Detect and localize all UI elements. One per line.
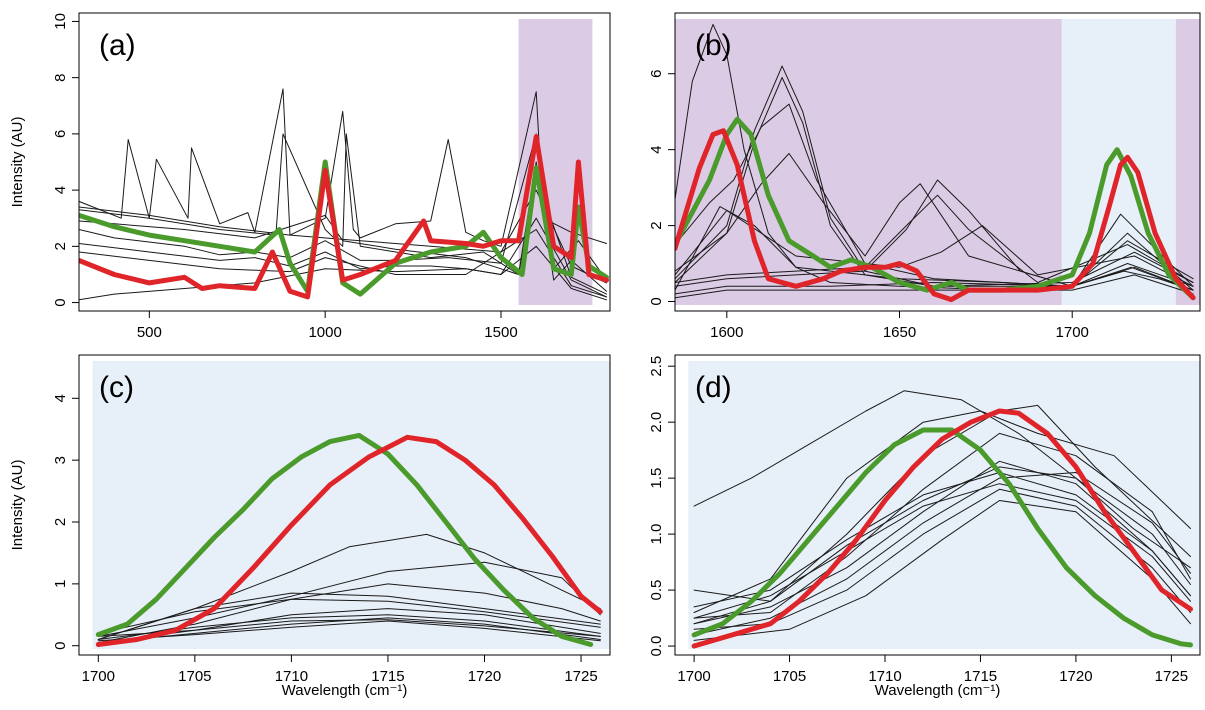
series-spectrum — [97, 583, 601, 644]
shaded-region — [92, 361, 610, 649]
y-tick-label: 1 — [52, 580, 69, 588]
x-tick-label: 1710 — [275, 668, 308, 685]
x-tick-label: 1000 — [308, 324, 341, 341]
plot-frame — [674, 354, 1201, 656]
y-tick-label: 3 — [52, 456, 69, 464]
series-spectrum — [97, 592, 601, 640]
plot-frame — [674, 12, 1201, 312]
y-tick-label: 0 — [52, 642, 69, 650]
series-spectrum — [693, 500, 1191, 641]
shaded-region — [688, 361, 1200, 649]
x-axis-title: Wavelength (cm⁻¹) — [282, 682, 408, 699]
series-spectrum — [97, 598, 601, 634]
series-spectrum — [675, 206, 1194, 291]
series-spectrum — [97, 619, 601, 637]
y-tick-label: 4 — [52, 186, 69, 194]
x-tick-label: 1715 — [371, 668, 404, 685]
x-tick-label: 1720 — [1059, 668, 1092, 685]
panel-label: (b) — [695, 29, 732, 62]
panel-label: (c) — [99, 371, 134, 404]
shaded-region — [675, 19, 1062, 305]
panel-b: 1600 1650 1700 0 2 4 6 (b) — [648, 12, 1201, 341]
panel-label: (d) — [695, 371, 732, 404]
x-tick-label: 1600 — [710, 324, 743, 341]
panel-a: 500 1000 1500 0 2 4 6 8 10 Intensity (AU) (a) — [9, 12, 611, 341]
x-tick-label: 500 — [137, 324, 162, 341]
series-spectrum — [675, 65, 1194, 287]
series-green — [691, 427, 1193, 648]
series-green — [79, 159, 609, 297]
panel-label: (a) — [99, 29, 136, 62]
x-tick-label: 1705 — [178, 668, 211, 685]
series-spectrum — [693, 390, 1191, 569]
series-green — [675, 116, 1196, 301]
x-tick-label: 1700 — [677, 668, 710, 685]
y-tick-label: 4 — [648, 145, 665, 153]
y-tick-label: 6 — [648, 70, 665, 78]
series-spectrum — [675, 179, 1194, 287]
y-tick-label: 2.5 — [648, 356, 665, 377]
shaded-region — [1175, 19, 1200, 305]
series-spectrum — [97, 617, 601, 644]
series-spectrum — [693, 483, 1191, 619]
series-spectrum — [79, 245, 607, 301]
series-red — [95, 434, 603, 647]
y-tick-label: 0 — [52, 298, 69, 306]
y-tick-label: 0.5 — [648, 580, 665, 601]
y-tick-label: 8 — [52, 73, 69, 81]
y-tick-label: 10 — [52, 13, 69, 30]
y-tick-label: 1.5 — [648, 468, 665, 489]
series-spectrum — [97, 533, 601, 640]
y-tick-label: 6 — [52, 130, 69, 138]
series-spectrum — [97, 608, 601, 644]
y-tick-label: 0 — [648, 297, 665, 305]
y-tick-label: 2.0 — [648, 412, 665, 433]
x-tick-label: 1500 — [484, 324, 517, 341]
y-tick-label: 2 — [52, 242, 69, 250]
plot-frame — [78, 12, 611, 312]
y-tick-label: 2 — [648, 221, 665, 229]
series-red — [691, 408, 1193, 649]
series-spectrum — [79, 88, 607, 247]
series-spectrum — [693, 404, 1191, 602]
series-red — [79, 134, 609, 300]
series-spectrum — [693, 460, 1191, 625]
x-tick-label: 1650 — [883, 324, 916, 341]
series-spectrum — [693, 410, 1191, 613]
series-green — [95, 432, 594, 647]
series-spectrum — [693, 472, 1191, 608]
series-red — [675, 128, 1196, 303]
x-tick-label: 1725 — [1155, 668, 1188, 685]
x-tick-label: 1710 — [868, 668, 901, 685]
x-axis-title: Wavelength (cm⁻¹) — [875, 682, 1001, 699]
y-tick-label: 2 — [52, 518, 69, 526]
y-tick-label: 1.0 — [648, 524, 665, 545]
y-tick-label: 4 — [52, 394, 69, 402]
series-spectrum — [79, 189, 607, 284]
x-tick-label: 1705 — [773, 668, 806, 685]
x-tick-label: 1725 — [564, 668, 597, 685]
series-spectrum — [97, 620, 601, 642]
series-spectrum — [675, 77, 1194, 287]
x-tick-label: 1700 — [82, 668, 115, 685]
y-axis-title: Intensity (AU) — [9, 117, 26, 208]
series-spectrum — [693, 432, 1191, 619]
series-spectrum — [675, 266, 1194, 295]
series-spectrum — [675, 194, 1194, 283]
x-tick-label: 1715 — [964, 668, 997, 685]
plot-frame — [78, 354, 611, 656]
panel-c: 1700 1705 1710 1715 1720 1725 0 1 2 3 4 Intensity (… — [9, 354, 611, 699]
x-tick-label: 1720 — [468, 668, 501, 685]
y-axis-title: Intensity (AU) — [9, 460, 26, 551]
panel-d: 1700 1705 1710 1715 1720 1725 0.0 0.5 1.0 1.5 2.0 2… — [648, 354, 1201, 699]
x-tick-label: 1700 — [1056, 324, 1089, 341]
y-tick-label: 0.0 — [648, 636, 665, 657]
